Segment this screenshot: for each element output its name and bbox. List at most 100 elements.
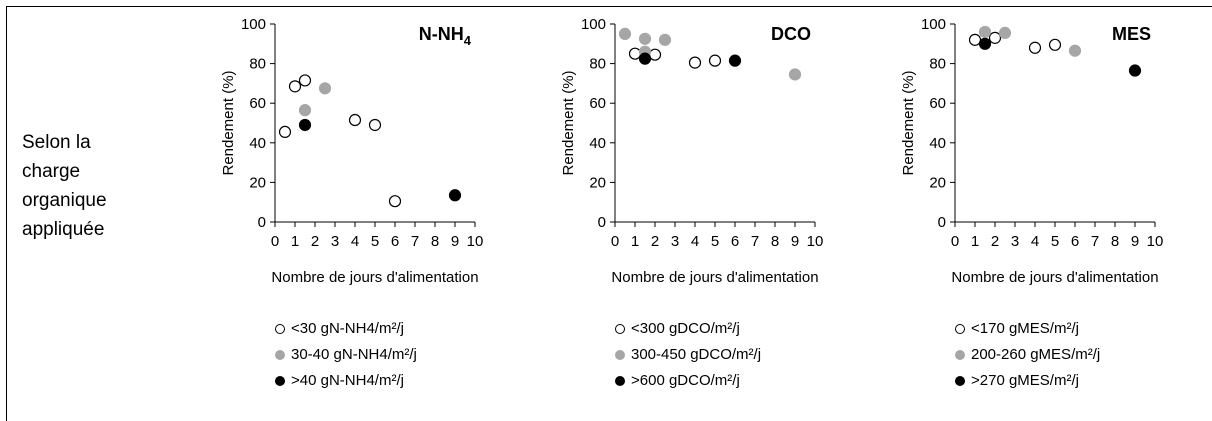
x-tick-label: 8 xyxy=(431,233,439,250)
data-point-gray xyxy=(978,25,992,39)
legend-label: >600 gDCO/m²/j xyxy=(631,372,740,389)
row-label-line: appliquée xyxy=(22,219,105,240)
legend-item: <30 gN-NH4/m²/j xyxy=(275,316,417,342)
x-tick-label: 7 xyxy=(751,233,759,250)
x-tick-label: 9 xyxy=(451,233,459,250)
data-point-black xyxy=(728,54,742,67)
legend-marker-icon xyxy=(955,350,965,360)
data-point-open xyxy=(388,195,402,208)
data-point-black xyxy=(1128,64,1142,77)
legend-label: <30 gN-NH4/m²/j xyxy=(291,320,404,337)
x-tick-label: 10 xyxy=(1147,233,1164,250)
data-point-open xyxy=(348,113,362,127)
data-point-black xyxy=(978,37,992,50)
frame-top-border xyxy=(192,6,1212,7)
x-tick-label: 5 xyxy=(711,233,719,250)
x-tick-label: 3 xyxy=(1011,233,1019,250)
x-tick-label: 1 xyxy=(291,233,299,250)
y-tick-label: 80 xyxy=(249,56,266,73)
x-tick-label: 1 xyxy=(631,233,639,250)
y-tick-label: 20 xyxy=(589,174,606,191)
data-point-open xyxy=(988,31,1002,44)
legend-label: >40 gN-NH4/m²/j xyxy=(291,372,404,389)
x-tick-label: 5 xyxy=(371,233,379,250)
x-tick-label: 5 xyxy=(1051,233,1059,250)
x-tick-label: 0 xyxy=(271,233,279,250)
data-point-open xyxy=(288,80,302,93)
legend-marker-icon xyxy=(955,324,965,334)
data-point-open xyxy=(1048,38,1062,51)
legend-marker-icon xyxy=(275,376,285,386)
data-point-open xyxy=(368,118,382,132)
x-tick-label: 1 xyxy=(971,233,979,250)
y-tick-label: 100 xyxy=(581,16,606,33)
x-axis-label: Nombre de jours d'alimentation xyxy=(611,269,818,286)
legend-dco: <300 gDCO/m²/j 300-450 gDCO/m²/j >600 gDCO… xyxy=(615,316,761,394)
x-tick-label: 0 xyxy=(951,233,959,250)
x-tick-label: 4 xyxy=(1031,233,1039,250)
legend-label: 300-450 gDCO/m²/j xyxy=(631,346,762,363)
y-tick-label: 0 xyxy=(598,214,606,231)
data-point-black xyxy=(298,118,312,132)
legend-nnh4: <30 gN-NH4/m²/j 30-40 gN-NH4/m²/j >40 gN-N… xyxy=(275,316,417,394)
frame-top-left-border xyxy=(6,6,192,7)
x-tick-label: 8 xyxy=(771,233,779,250)
y-tick-label: 20 xyxy=(929,174,946,191)
x-tick-label: 3 xyxy=(671,233,679,250)
x-tick-label: 9 xyxy=(791,233,799,250)
y-tick-label: 100 xyxy=(241,16,266,33)
data-point-open xyxy=(278,125,292,139)
legend-marker-icon xyxy=(955,376,965,386)
data-point-gray xyxy=(618,27,632,40)
x-tick-label: 6 xyxy=(1071,233,1079,250)
legend-marker-icon xyxy=(275,324,285,334)
data-point-gray xyxy=(658,33,672,46)
legend-item: <300 gDCO/m²/j xyxy=(615,316,761,342)
x-tick-label: 9 xyxy=(1131,233,1139,250)
legend-label: <170 gMES/m²/j xyxy=(971,320,1079,337)
x-tick-label: 8 xyxy=(1111,233,1119,250)
data-point-open xyxy=(628,47,642,60)
x-axis-label: Nombre de jours d'alimentation xyxy=(271,269,478,286)
y-tick-label: 80 xyxy=(929,56,946,73)
data-point-gray xyxy=(998,26,1012,40)
legend-marker-icon xyxy=(275,350,285,360)
y-tick-label: 100 xyxy=(921,16,946,33)
y-tick-label: 60 xyxy=(589,95,606,112)
data-point-black xyxy=(448,189,462,202)
x-tick-label: 2 xyxy=(991,233,999,250)
data-point-open xyxy=(688,56,702,69)
x-tick-label: 2 xyxy=(651,233,659,250)
frame-left-border xyxy=(6,6,7,421)
legend-label: >270 gMES/m²/j xyxy=(971,372,1079,389)
data-point-open xyxy=(968,33,982,46)
x-tick-label: 4 xyxy=(351,233,359,250)
chart-title: N-NH4 xyxy=(419,24,472,48)
chart-title: DCO xyxy=(771,24,811,44)
y-tick-label: 0 xyxy=(258,214,266,231)
data-point-gray xyxy=(788,68,802,81)
y-tick-label: 40 xyxy=(249,135,266,152)
x-tick-label: 7 xyxy=(411,233,419,250)
x-tick-label: 0 xyxy=(611,233,619,250)
data-point-black xyxy=(638,52,652,65)
x-tick-label: 3 xyxy=(331,233,339,250)
legend-marker-icon xyxy=(615,324,625,334)
legend-item: 200-260 gMES/m²/j xyxy=(955,342,1100,368)
y-tick-label: 20 xyxy=(249,174,266,191)
x-tick-label: 4 xyxy=(691,233,699,250)
data-point-gray xyxy=(1068,44,1082,57)
x-tick-label: 6 xyxy=(731,233,739,250)
legend-item: >270 gMES/m²/j xyxy=(955,368,1100,394)
y-tick-label: 60 xyxy=(249,95,266,112)
row-label-line: charge xyxy=(22,161,81,182)
x-tick-label: 2 xyxy=(311,233,319,250)
y-axis-label: Rendement (%) xyxy=(220,70,237,175)
legend-label: 200-260 gMES/m²/j xyxy=(971,346,1101,363)
x-tick-label: 6 xyxy=(391,233,399,250)
legend-item: <170 gMES/m²/j xyxy=(955,316,1100,342)
legend-item: >40 gN-NH4/m²/j xyxy=(275,368,417,394)
x-tick-label: 10 xyxy=(467,233,484,250)
